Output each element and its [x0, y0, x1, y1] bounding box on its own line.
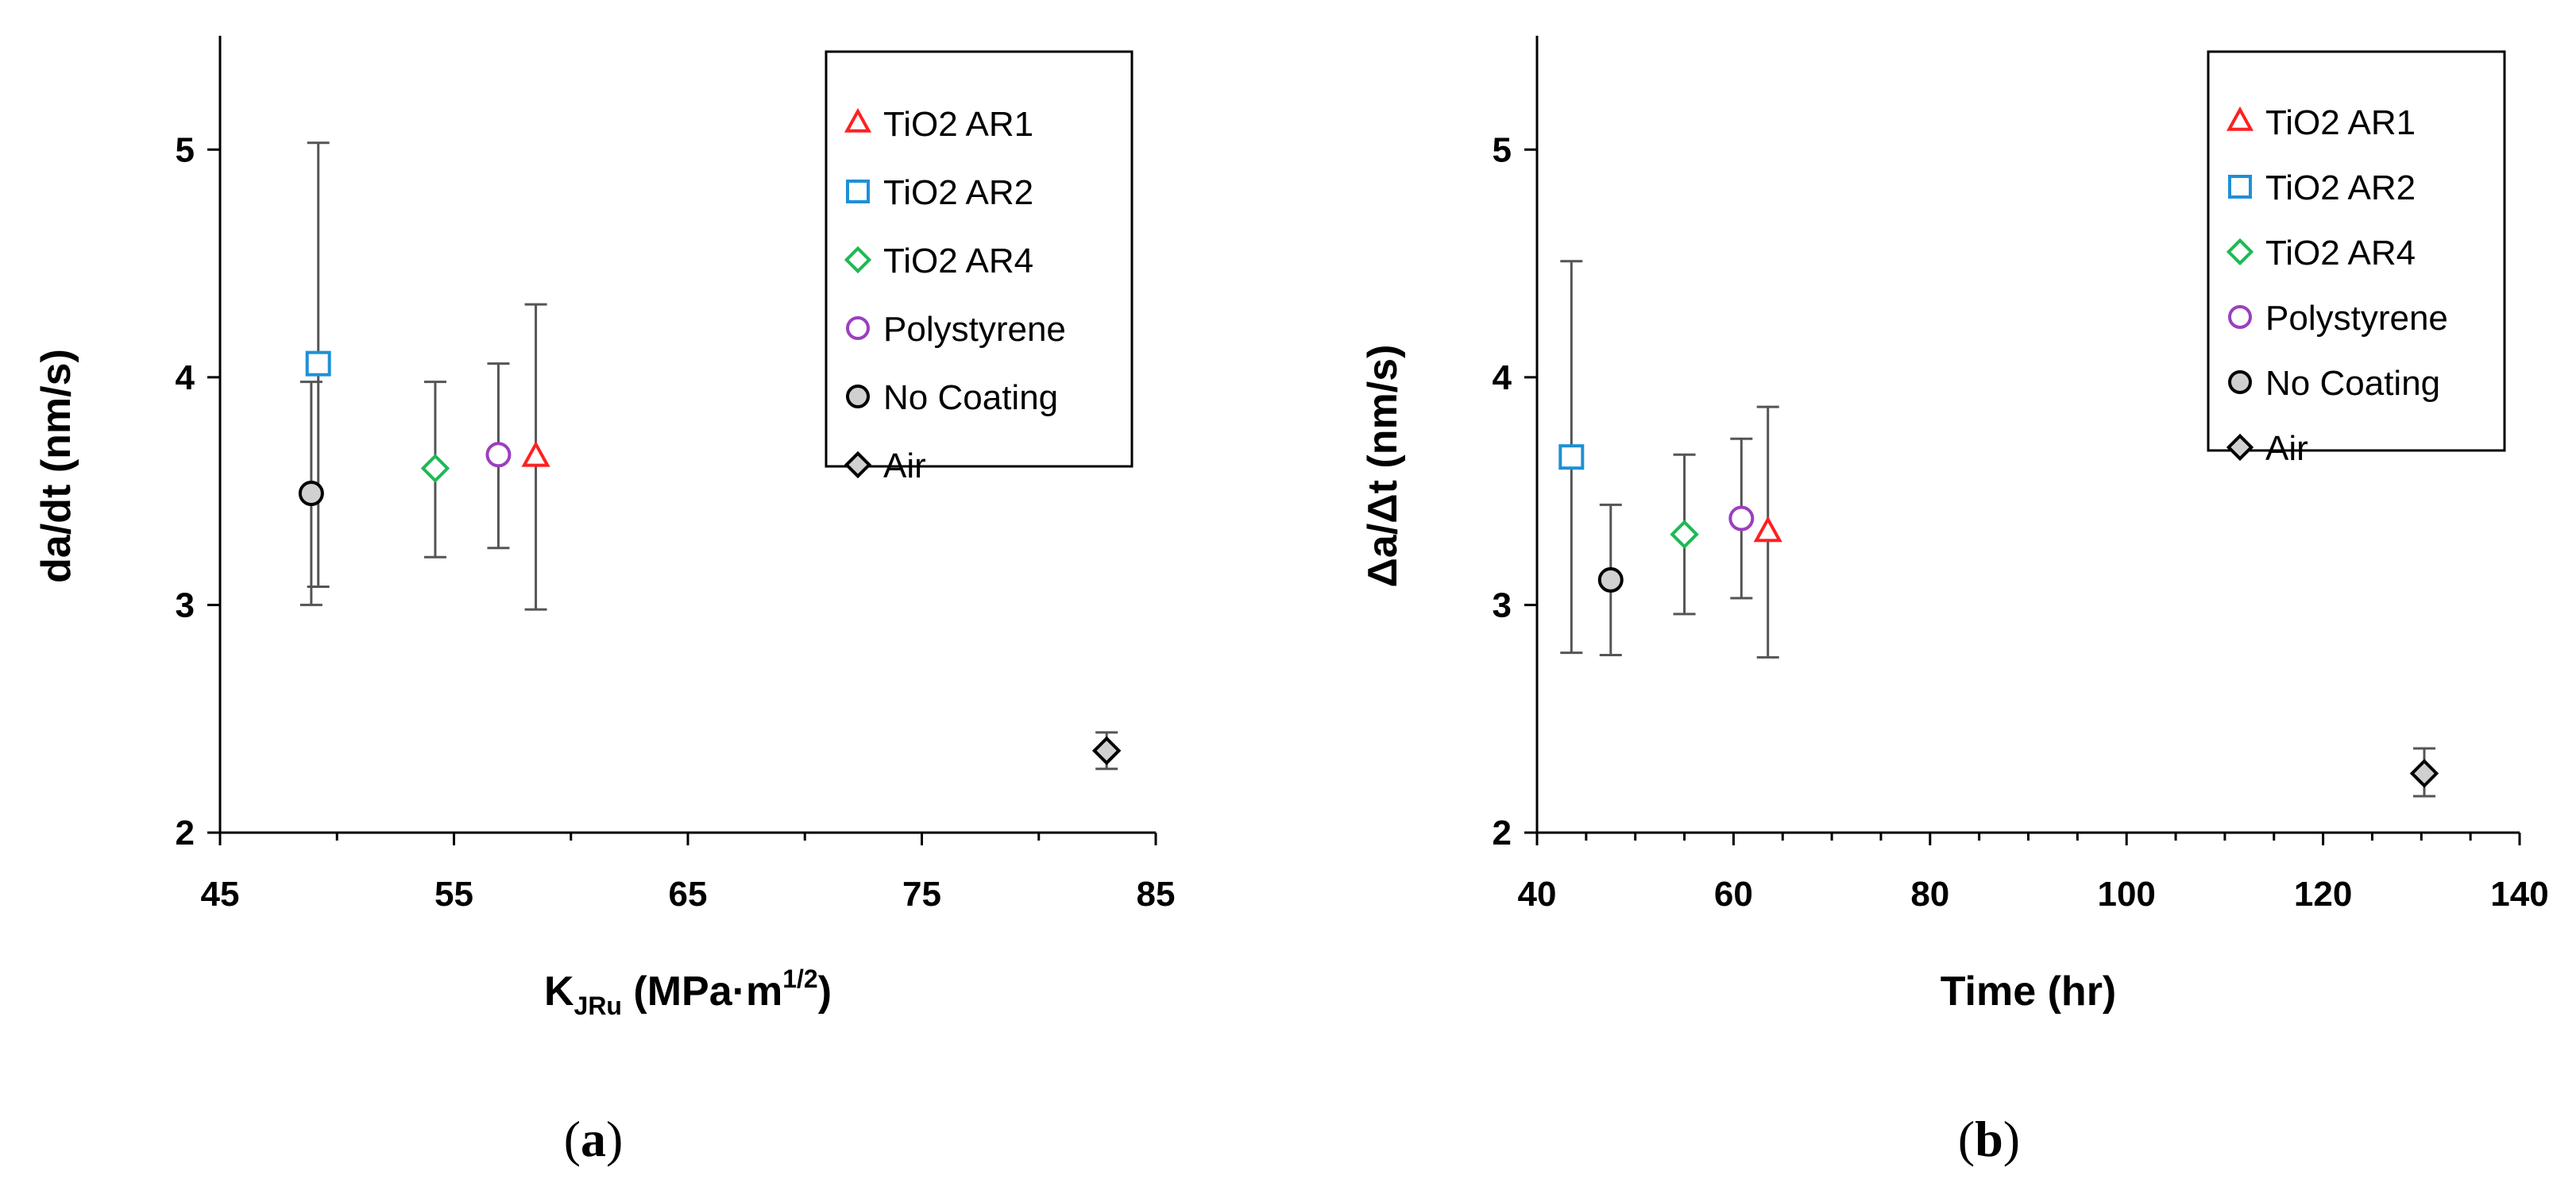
legend-marker-tio2-ar2: [846, 180, 870, 203]
legend-marker-tio2-ar2: [2228, 175, 2252, 199]
x-tick-label: 65: [669, 875, 708, 914]
legend-label-tio2-ar4: TiO2 AR4: [2265, 234, 2416, 273]
y-tick-label: 4: [1493, 358, 1512, 397]
x-axis-title-part: (MPa·m: [622, 968, 782, 1015]
data-point-polystyrene: [1728, 505, 1755, 532]
legend-label-tio2-ar2: TiO2 AR2: [883, 173, 1033, 212]
panel-label-letter: b: [1975, 1111, 2003, 1167]
data-point-tio2-ar4: [1670, 520, 1699, 549]
panel-label-letter: a: [581, 1111, 606, 1167]
legend-label-air: Air: [883, 447, 926, 485]
data-point-tio2-ar4: [420, 454, 450, 483]
legend-marker-air: [2226, 433, 2254, 462]
x-tick-label: 120: [2294, 875, 2352, 914]
panel-label-close: ): [606, 1111, 623, 1167]
legend-marker-tio2-ar4: [2226, 238, 2254, 266]
panel-label: (b): [1958, 1111, 2020, 1167]
data-point-tio2-ar2: [1558, 444, 1585, 470]
x-axis-title: KJRu (MPa·m1/2): [544, 965, 832, 1020]
data-point-no-coating: [298, 481, 324, 507]
x-tick-label: 80: [1910, 875, 1949, 914]
x-axis-title-part: 1/2: [782, 965, 817, 993]
legend-label-polystyrene: Polystyrene: [883, 310, 1066, 349]
legend-marker-tio2-ar1: [844, 107, 872, 133]
y-tick-label: 4: [176, 358, 195, 397]
x-axis-title-part: JRu: [574, 992, 622, 1020]
legend-marker-no-coating: [846, 385, 870, 408]
panel-b: 2 3 4 5 40 60 80 100 120 140 Δa/Δt (nm/s) Time (hr)…: [1360, 36, 2549, 1167]
data-point-air: [1091, 736, 1122, 766]
y-tick-label: 2: [176, 814, 195, 852]
legend-marker-no-coating: [2228, 370, 2252, 394]
panel-label-open: (: [1958, 1111, 1975, 1167]
legend-marker-tio2-ar1: [2226, 106, 2254, 131]
x-tick-label: 140: [2490, 875, 2548, 914]
y-tick-label: 2: [1493, 814, 1512, 852]
legend-box: [825, 50, 1134, 468]
x-tick-label: 100: [2097, 875, 2155, 914]
data-point-air: [2409, 759, 2439, 788]
x-axis-title-part: ): [818, 968, 832, 1015]
legend-marker-tio2-ar4: [844, 245, 872, 274]
panel-label-open: (: [564, 1111, 581, 1167]
legend-marker-polystyrene: [2228, 305, 2252, 329]
x-tick-label: 40: [1518, 875, 1557, 914]
panel-label: (a): [564, 1111, 624, 1167]
x-tick-label: 55: [434, 875, 473, 914]
legend-label-polystyrene: Polystyrene: [2265, 299, 2448, 338]
x-tick-label: 45: [201, 875, 240, 914]
x-tick-label: 85: [1137, 875, 1176, 914]
y-axis-title: Δa/Δt (nm/s): [1360, 345, 1406, 588]
x-tick-label: 75: [902, 875, 941, 914]
y-tick-label: 3: [1493, 586, 1512, 624]
data-point-polystyrene: [485, 442, 512, 468]
y-tick-label: 5: [1493, 130, 1512, 169]
x-axis-title: Time (hr): [1941, 968, 2117, 1015]
data-point-no-coating: [1597, 566, 1624, 593]
data-point-tio2-ar1: [1753, 516, 1782, 543]
legend-label-tio2-ar2: TiO2 AR2: [2265, 168, 2416, 207]
legend-label-no-coating: No Coating: [883, 378, 1058, 417]
legend-label-air: Air: [2265, 429, 2308, 468]
legend-marker-polystyrene: [846, 316, 870, 340]
legend-label-tio2-ar4: TiO2 AR4: [883, 242, 1033, 280]
legend-label-tio2-ar1: TiO2 AR1: [2265, 103, 2416, 142]
panel-label-close: ): [2003, 1111, 2020, 1167]
x-tick-label: 60: [1714, 875, 1753, 914]
data-point-tio2-ar1: [521, 440, 550, 467]
x-axis-title-part: K: [544, 968, 574, 1015]
y-tick-label: 5: [176, 130, 195, 169]
data-point-tio2-ar2: [305, 350, 331, 377]
y-axis-title: da/dt (nm/s): [33, 349, 79, 583]
legend-box: [2207, 50, 2506, 452]
legend-label-no-coating: No Coating: [2265, 364, 2440, 403]
y-tick-label: 3: [176, 586, 195, 624]
legend-label-tio2-ar1: TiO2 AR1: [883, 105, 1033, 144]
legend-marker-air: [844, 450, 872, 479]
